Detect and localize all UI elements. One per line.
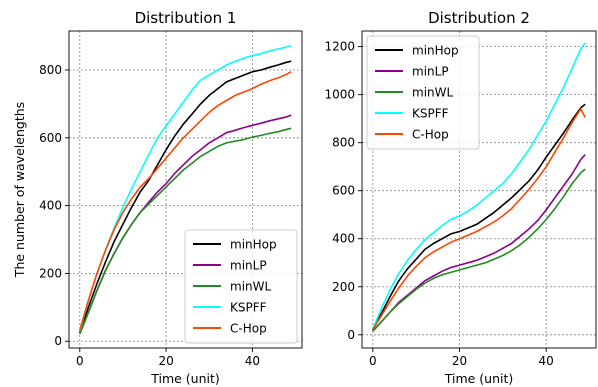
y-axis-label: The number of wavelengths — [12, 102, 27, 278]
legend-label: minHop — [230, 238, 277, 252]
legend-label: minLP — [412, 65, 449, 79]
x-tick-label: 40 — [245, 354, 260, 368]
legend-label: C-Hop — [412, 128, 449, 142]
x-tick-label: 0 — [76, 354, 84, 368]
legend-label: C-Hop — [230, 322, 267, 336]
series-line-minwl — [79, 127, 292, 335]
x-tick-label: 40 — [539, 354, 554, 368]
y-tick-label: 600 — [39, 131, 62, 145]
y-tick-label: 1000 — [324, 88, 355, 102]
series-line-minlp — [372, 154, 586, 332]
plot-frame — [361, 30, 597, 349]
legend-label: minWL — [230, 280, 271, 294]
series-line-c-hop — [79, 71, 292, 331]
series-line-c-hop — [372, 108, 586, 330]
plot-frame — [68, 30, 303, 349]
y-tick-label: 400 — [332, 232, 355, 246]
legend-label: minHop — [412, 44, 459, 58]
series-line-minhop — [372, 103, 586, 331]
y-tick-label: 0 — [347, 328, 355, 342]
legend-label: KSPFF — [230, 301, 267, 315]
x-tick-label: 20 — [158, 354, 173, 368]
legend-box — [366, 35, 480, 150]
y-tick-label: 1200 — [324, 40, 355, 54]
y-tick-label: 600 — [332, 184, 355, 198]
y-tick-label: 200 — [39, 266, 62, 280]
x-tick-label: 20 — [452, 354, 467, 368]
y-tick-label: 400 — [39, 199, 62, 213]
series-line-kspff — [372, 42, 586, 330]
legend-label: KSPFF — [412, 107, 449, 121]
y-tick-label: 800 — [39, 63, 62, 77]
legend: minHop minLP minWL KSPFF C-Hop — [184, 229, 298, 344]
x-axis-label: Time (unit) — [150, 371, 220, 386]
legend-box — [184, 229, 298, 344]
y-tick-label: 200 — [332, 280, 355, 294]
y-tick-label: 800 — [332, 136, 355, 150]
x-tick-label: 0 — [369, 354, 377, 368]
legend-label: minWL — [412, 86, 453, 100]
series-line-kspff — [79, 44, 292, 332]
x-axis-label: Time (unit) — [444, 371, 514, 386]
series-line-minhop — [79, 60, 292, 333]
legend: minHop minLP minWL KSPFF C-Hop — [366, 35, 480, 150]
chart-title: Distribution 2 — [428, 9, 530, 27]
series-line-minwl — [372, 168, 586, 332]
y-tick-label: 0 — [54, 334, 62, 348]
legend-label: minLP — [230, 259, 267, 273]
chart-title: Distribution 1 — [135, 9, 237, 27]
